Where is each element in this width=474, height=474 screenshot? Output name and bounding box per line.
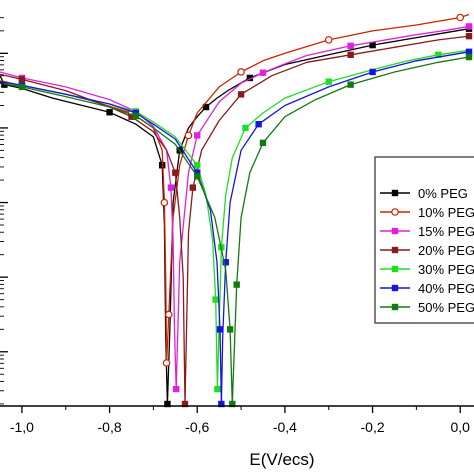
legend-label: 0% PEG xyxy=(418,186,468,201)
data-point xyxy=(184,131,193,140)
legend-marker xyxy=(391,246,399,254)
legend: 0% PEG 10% PEG 15% PEG 20% PEG 30% PEG 40% PE… xyxy=(374,156,474,324)
data-point xyxy=(369,41,376,49)
legend-marker xyxy=(391,227,399,235)
series-line xyxy=(0,25,470,390)
data-point xyxy=(132,112,140,120)
data-point xyxy=(259,139,267,147)
legend-item: 10% PEG xyxy=(380,205,474,220)
data-point xyxy=(465,53,473,61)
legend-marker xyxy=(391,208,399,216)
data-point xyxy=(173,385,180,393)
legend-label: 50% PEG xyxy=(418,300,474,315)
data-point xyxy=(347,42,354,50)
data-point xyxy=(465,23,473,30)
legend-label: 15% PEG xyxy=(418,224,474,239)
data-point xyxy=(212,296,219,303)
y-ticks xyxy=(0,17,8,405)
data-point xyxy=(162,359,171,367)
data-point xyxy=(237,91,245,98)
data-point xyxy=(255,120,262,128)
data-point xyxy=(237,68,245,76)
legend-item: 20% PEG xyxy=(380,243,474,258)
series-line xyxy=(0,49,470,390)
data-point xyxy=(194,132,201,139)
legend-item: 0% PEG xyxy=(380,186,468,201)
data-point xyxy=(246,74,254,82)
x-tick-label: -0,8 xyxy=(98,419,122,435)
data-point xyxy=(465,32,473,40)
data-point xyxy=(194,162,201,169)
data-point xyxy=(164,400,171,408)
legend-items: 0% PEG 10% PEG 15% PEG 20% PEG 30% PEG 40% PE… xyxy=(380,186,474,315)
data-point xyxy=(324,36,333,44)
legend-marker xyxy=(391,284,399,292)
data-point xyxy=(347,81,354,88)
series-line xyxy=(0,35,470,405)
legend-label: 10% PEG xyxy=(418,205,474,220)
series-line xyxy=(0,28,470,405)
data-point xyxy=(194,169,201,176)
data-point xyxy=(369,68,376,76)
x-tick-label: -1,0 xyxy=(10,419,34,435)
data-point xyxy=(233,281,240,288)
series-6 xyxy=(0,53,473,408)
axes-layer: -1,0 -0,8 -0,6 -0,4 -0,2 0,0 E(V/ecs) xyxy=(0,17,474,469)
data-point xyxy=(160,198,169,207)
data-point xyxy=(226,326,234,333)
data-point xyxy=(222,259,229,266)
data-point xyxy=(181,400,189,408)
legend-label: 20% PEG xyxy=(418,243,474,258)
data-point xyxy=(218,400,225,408)
data-point xyxy=(214,385,221,393)
data-point xyxy=(194,173,201,180)
data-point xyxy=(465,48,473,56)
legend-label: 40% PEG xyxy=(418,281,474,296)
data-point xyxy=(167,184,175,191)
data-point xyxy=(242,124,249,132)
data-point xyxy=(172,169,179,176)
legend-box xyxy=(374,156,474,324)
data-point xyxy=(229,400,236,408)
data-point xyxy=(1,81,8,88)
data-point xyxy=(216,326,224,333)
legend-item: 30% PEG xyxy=(380,262,474,277)
data-point xyxy=(259,69,267,76)
legend-marker xyxy=(391,189,399,197)
x-tick-label: -0,4 xyxy=(273,419,297,435)
data-point xyxy=(347,51,354,58)
data-point xyxy=(158,162,166,169)
legend-label: 30% PEG xyxy=(418,262,474,277)
x-tick-label: -0,6 xyxy=(185,419,209,435)
series-3 xyxy=(0,32,473,408)
legend-marker xyxy=(391,303,399,311)
data-point xyxy=(435,51,442,58)
data-point xyxy=(164,310,173,319)
data-point xyxy=(128,113,135,120)
data-point xyxy=(189,184,197,191)
data-point xyxy=(18,83,26,91)
x-ticks: -1,0 -0,8 -0,6 -0,4 -0,2 0,0 xyxy=(10,406,470,435)
legend-item: 50% PEG xyxy=(380,300,474,315)
data-point xyxy=(325,78,332,85)
data-point xyxy=(202,103,210,111)
x-tick-label: 0,0 xyxy=(450,419,470,435)
data-point xyxy=(18,76,26,83)
data-point xyxy=(106,109,113,116)
x-axis-title: E(V/ecs) xyxy=(249,450,314,469)
legend-item: 15% PEG xyxy=(380,224,474,239)
data-point xyxy=(456,13,465,22)
legend-item: 40% PEG xyxy=(380,281,474,296)
series-line xyxy=(0,13,470,364)
series-layer xyxy=(0,13,473,408)
legend-marker xyxy=(391,265,399,273)
x-tick-label: -0,2 xyxy=(361,419,385,435)
